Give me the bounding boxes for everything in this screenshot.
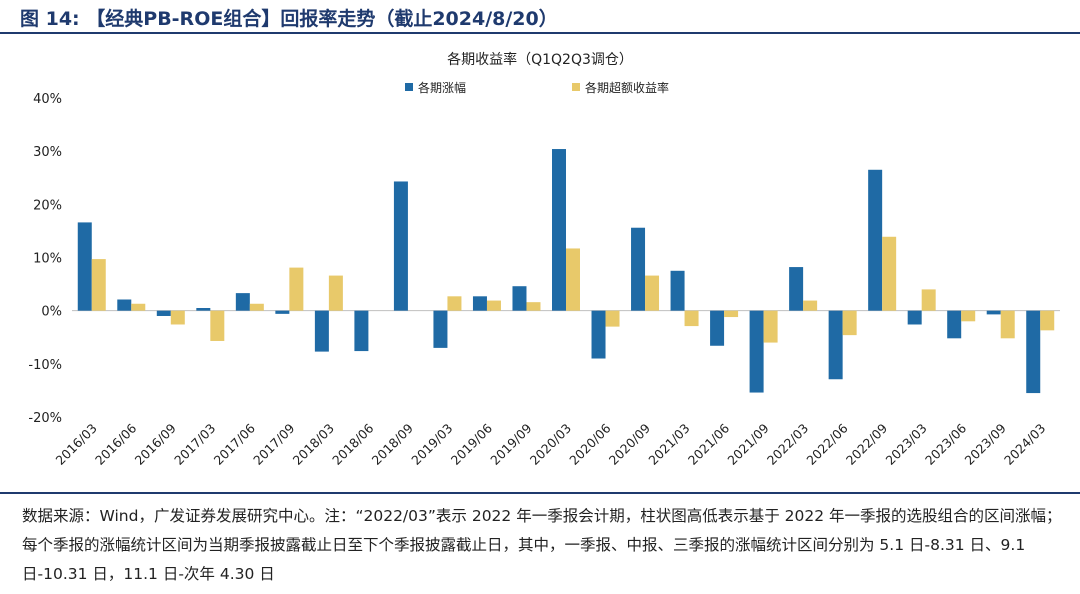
bar-series-2-2022-06 xyxy=(843,311,857,335)
legend-label-series-1: 各期涨幅 xyxy=(418,80,466,95)
bar-series-1-2021-06 xyxy=(710,311,724,346)
bar-series-2-2020-06 xyxy=(606,311,620,327)
bar-series-1-2022-03 xyxy=(789,267,803,311)
legend-swatch-series-1 xyxy=(405,83,413,91)
bar-series-1-2020-09 xyxy=(631,228,645,311)
bar-series-2-2019-09 xyxy=(526,302,540,311)
x-tick-label: 2016/03 xyxy=(53,421,100,468)
x-tick-label: 2017/06 xyxy=(211,420,258,467)
x-tick-label: 2019/09 xyxy=(487,420,534,467)
x-tick-label: 2023/06 xyxy=(922,420,969,467)
bar-series-1-2021-03 xyxy=(671,271,685,311)
bar-series-2-2022-09 xyxy=(882,237,896,311)
bar-series-1-2017-03 xyxy=(196,308,210,311)
x-tick-label: 2022/09 xyxy=(843,420,890,467)
bar-series-2-2023-06 xyxy=(961,311,975,322)
source-note: 数据来源：Wind，广发证券发展研究中心。注：“2022/03”表示 2022 … xyxy=(22,502,1062,589)
x-tick-label: 2023/09 xyxy=(962,420,1009,467)
y-tick-label: -20% xyxy=(28,411,62,426)
y-tick-label: 10% xyxy=(33,252,62,267)
bar-series-2-2019-06 xyxy=(487,301,501,311)
bar-series-2-2016-03 xyxy=(92,259,106,311)
bar-series-2-2016-06 xyxy=(131,304,145,311)
bar-series-2-2018-03 xyxy=(329,276,343,311)
legend-label-series-2: 各期超额收益率 xyxy=(585,80,669,95)
bar-series-1-2021-09 xyxy=(750,311,764,393)
bar-series-2-2019-03 xyxy=(447,296,461,310)
figure-title: 图 14: 【经典PB-ROE组合】回报率走势（截止2024/8/20） xyxy=(20,4,558,31)
y-tick-label: 0% xyxy=(41,305,62,320)
chart-title: 各期收益率（Q1Q2Q3调仓） xyxy=(447,51,633,68)
x-tick-label: 2019/03 xyxy=(408,421,455,468)
bar-series-2-2023-03 xyxy=(922,289,936,310)
bar-series-2-2022-03 xyxy=(803,301,817,311)
bar-series-2-2017-03 xyxy=(210,311,224,341)
bar-series-1-2016-06 xyxy=(117,300,131,311)
bar-series-2-2021-09 xyxy=(764,311,778,343)
x-tick-label: 2017/09 xyxy=(250,420,297,467)
bar-series-2-2021-03 xyxy=(685,311,699,326)
x-tick-label: 2018/09 xyxy=(369,420,416,467)
x-axis: 2016/032016/062016/092017/032017/062017/… xyxy=(53,420,1049,467)
x-tick-label: 2020/09 xyxy=(606,420,653,467)
bar-series-1-2018-09 xyxy=(394,181,408,310)
x-tick-label: 2021/03 xyxy=(645,421,692,468)
x-tick-label: 2022/06 xyxy=(803,420,850,467)
bar-series-2-2017-06 xyxy=(250,304,264,311)
returns-bar-chart: 各期收益率（Q1Q2Q3调仓） 各期涨幅 各期超额收益率 -20% -10% 0% 1… xyxy=(0,36,1080,488)
bar-series-1-2023-09 xyxy=(987,311,1001,315)
bar-series-1-2018-03 xyxy=(315,311,329,352)
x-tick-label: 2018/06 xyxy=(329,420,376,467)
bar-series-1-2019-03 xyxy=(433,311,447,348)
bar-series-2-2021-06 xyxy=(724,311,738,317)
bar-series-2-2020-09 xyxy=(645,276,659,311)
y-tick-label: 30% xyxy=(33,145,62,160)
bar-series-1-2019-06 xyxy=(473,296,487,310)
bar-series-1-2023-03 xyxy=(908,311,922,325)
x-tick-label: 2022/03 xyxy=(764,421,811,468)
title-bar: 图 14: 【经典PB-ROE组合】回报率走势（截止2024/8/20） xyxy=(0,0,1080,34)
bar-series-2-2024-03 xyxy=(1040,311,1054,331)
x-tick-label: 2020/03 xyxy=(527,421,574,468)
x-tick-label: 2016/06 xyxy=(92,420,139,467)
bar-series-1-2024-03 xyxy=(1026,311,1040,393)
y-tick-label: -10% xyxy=(28,358,62,373)
bar-series-1-2016-03 xyxy=(78,222,92,310)
bar-series-1-2017-06 xyxy=(236,293,250,311)
x-tick-label: 2019/06 xyxy=(448,420,495,467)
x-tick-label: 2018/03 xyxy=(290,421,337,468)
x-tick-label: 2021/09 xyxy=(724,420,771,467)
bar-series-1-2019-09 xyxy=(512,286,526,310)
footer: 数据来源：Wind，广发证券发展研究中心。注：“2022/03”表示 2022 … xyxy=(0,492,1080,594)
legend: 各期涨幅 各期超额收益率 xyxy=(405,80,669,95)
bars xyxy=(78,149,1054,393)
bar-series-2-2017-09 xyxy=(289,268,303,311)
bar-series-1-2022-09 xyxy=(868,170,882,311)
bar-series-1-2018-06 xyxy=(354,311,368,351)
x-tick-label: 2024/03 xyxy=(1001,421,1048,468)
bar-series-1-2020-06 xyxy=(592,311,606,359)
x-tick-label: 2016/09 xyxy=(132,420,179,467)
bar-series-1-2022-06 xyxy=(829,311,843,380)
bar-series-1-2016-09 xyxy=(157,311,171,316)
y-axis: -20% -10% 0% 10% 20% 30% 40% xyxy=(28,92,1060,426)
bar-series-1-2023-06 xyxy=(947,311,961,339)
bar-series-1-2020-03 xyxy=(552,149,566,311)
y-tick-label: 20% xyxy=(33,198,62,213)
x-tick-label: 2023/03 xyxy=(882,421,929,468)
bar-series-1-2017-09 xyxy=(275,311,289,314)
y-tick-label: 40% xyxy=(33,92,62,107)
x-tick-label: 2021/06 xyxy=(685,420,732,467)
x-tick-label: 2020/06 xyxy=(566,420,613,467)
bar-series-2-2020-03 xyxy=(566,248,580,310)
x-tick-label: 2017/03 xyxy=(171,421,218,468)
legend-swatch-series-2 xyxy=(572,83,580,91)
bar-series-2-2016-09 xyxy=(171,311,185,325)
bar-series-2-2023-09 xyxy=(1001,311,1015,339)
